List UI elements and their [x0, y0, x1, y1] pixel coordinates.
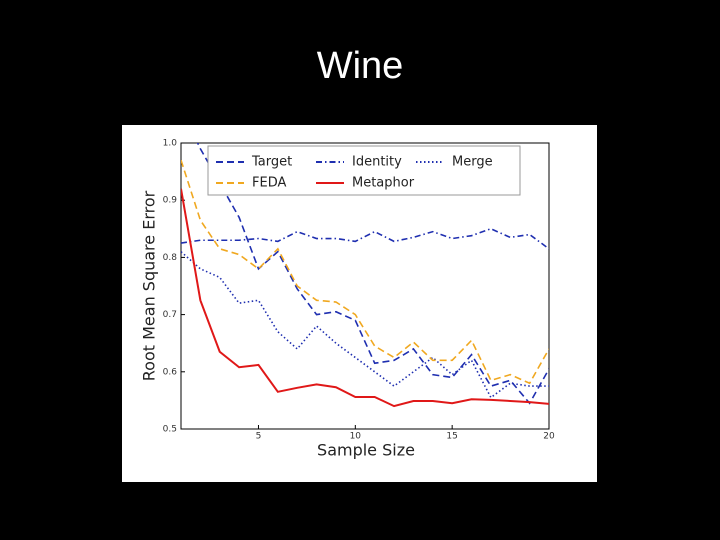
legend-label: Merge — [452, 155, 493, 170]
y-tick-label: 0.8 — [163, 253, 178, 263]
series-line — [181, 159, 549, 385]
legend-label: Target — [251, 155, 292, 170]
legend-label: Metaphor — [352, 176, 415, 191]
plot-frame — [180, 142, 550, 430]
series-line — [181, 188, 549, 408]
slide-title: Wine — [317, 45, 404, 87]
x-axis-label: Sample Size — [317, 441, 415, 460]
series-line — [196, 143, 549, 405]
y-tick-label: 1.0 — [163, 139, 178, 149]
x-tick-label: 10 — [350, 432, 362, 442]
y-tick-label: 0.6 — [163, 367, 178, 377]
legend-label: Identity — [352, 155, 402, 170]
y-tick-label: 0.7 — [163, 310, 177, 320]
y-axis-label: Root Mean Square Error — [140, 190, 159, 381]
y-tick-label: 0.5 — [163, 425, 177, 435]
x-tick-label: 20 — [543, 432, 555, 442]
legend-label: FEDA — [252, 176, 286, 191]
series-line — [181, 227, 549, 250]
x-tick-label: 5 — [256, 432, 262, 442]
legend-box — [207, 145, 521, 196]
x-tick-label: 15 — [446, 432, 457, 442]
plot-lines — [181, 143, 549, 408]
y-tick-label: 0.9 — [163, 196, 178, 206]
